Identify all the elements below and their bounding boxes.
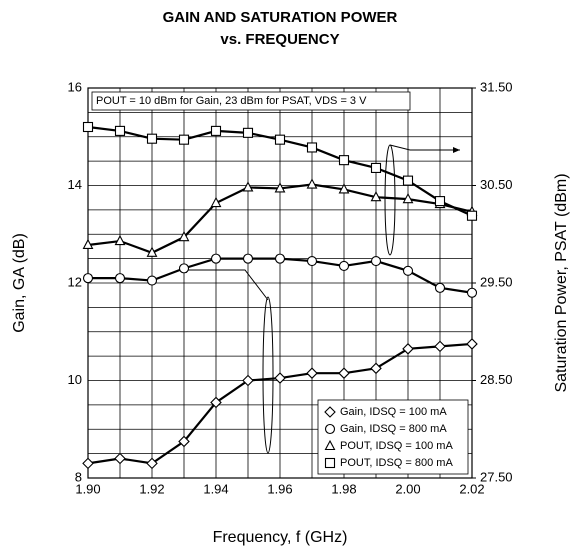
marker [82,238,94,250]
annotation-box [91,91,411,111]
legend-marker [324,439,336,451]
legend-label: POUT, IDSQ = 800 mA [340,457,453,469]
marker [210,396,222,409]
marker [370,162,382,173]
marker [274,253,286,264]
pointer-arrow [389,144,460,151]
marker [242,253,254,264]
y2-tick-label: 29.50 [480,274,513,289]
legend-marker [324,406,336,418]
chart-title: vs. FREQUENCY [220,31,339,48]
marker [338,183,350,194]
y-tick-label: 16 [68,79,82,94]
arrow-head [453,147,460,153]
marker [466,210,478,221]
x-tick-label: 1.90 [75,481,100,496]
y-tick-label: 8 [75,469,82,484]
marker [82,457,94,470]
marker [306,367,318,379]
y2-tick-label: 28.50 [480,372,513,387]
y2-axis-label: Saturation Power, PSAT (dBm) [553,173,570,392]
marker [402,175,414,186]
x-tick-label: 2.02 [459,481,484,496]
x-axis-label: Frequency, f (GHz) [213,529,348,546]
marker [434,282,446,293]
marker [146,133,158,144]
marker [338,260,350,271]
marker [402,343,414,355]
x-tick-label: 1.92 [139,481,164,496]
marker [114,234,126,246]
marker [402,192,414,204]
marker [242,181,254,192]
marker [306,178,318,189]
x-tick-label: 1.98 [331,481,356,496]
marker [402,265,414,276]
y2-tick-label: 30.50 [480,177,513,192]
legend-marker [324,423,336,435]
y-tick-label: 14 [68,177,82,192]
marker [242,127,254,138]
marker [178,263,190,274]
marker [466,338,478,350]
marker [274,134,286,145]
x-tick-label: 2.00 [395,481,420,496]
marker [242,374,254,387]
legend-box [317,399,469,475]
marker [210,125,222,136]
legend-marker [324,457,336,469]
annotation: POUT = 10 dBm for Gain, 23 dBm for PSAT,… [96,95,367,107]
marker [114,452,126,465]
marker [114,273,126,284]
marker [338,367,350,379]
marker [370,191,382,202]
marker [306,256,318,267]
marker [466,287,478,298]
marker [274,372,286,384]
marker [434,340,446,353]
marker [306,142,318,153]
marker [146,275,158,286]
legend-label: Gain, IDSQ = 800 mA [340,423,447,435]
marker [114,125,126,136]
marker [178,134,190,145]
y-tick-label: 12 [68,274,82,289]
chart-title: GAIN AND SATURATION POWER [163,9,398,26]
marker [210,196,222,208]
marker [338,155,350,166]
marker [370,256,382,267]
legend-label: Gain, IDSQ = 100 mA [340,406,447,418]
marker [178,230,190,242]
marker [274,182,286,193]
marker [434,196,446,207]
marker [82,121,94,133]
marker [370,362,382,375]
marker [210,253,222,264]
y2-tick-label: 27.50 [480,469,513,484]
x-tick-label: 1.96 [267,481,292,496]
group-ellipse [262,296,274,454]
marker [146,457,158,470]
x-tick-label: 1.94 [203,481,228,496]
marker [146,246,158,257]
y2-tick-label: 31.50 [480,79,513,94]
pointer-arrow [180,269,269,301]
y-tick-label: 10 [68,372,82,387]
legend-label: POUT, IDSQ = 100 mA [340,440,453,452]
marker [178,435,190,448]
marker [82,273,94,284]
y-axis-label: Gain, GA (dB) [11,233,28,333]
